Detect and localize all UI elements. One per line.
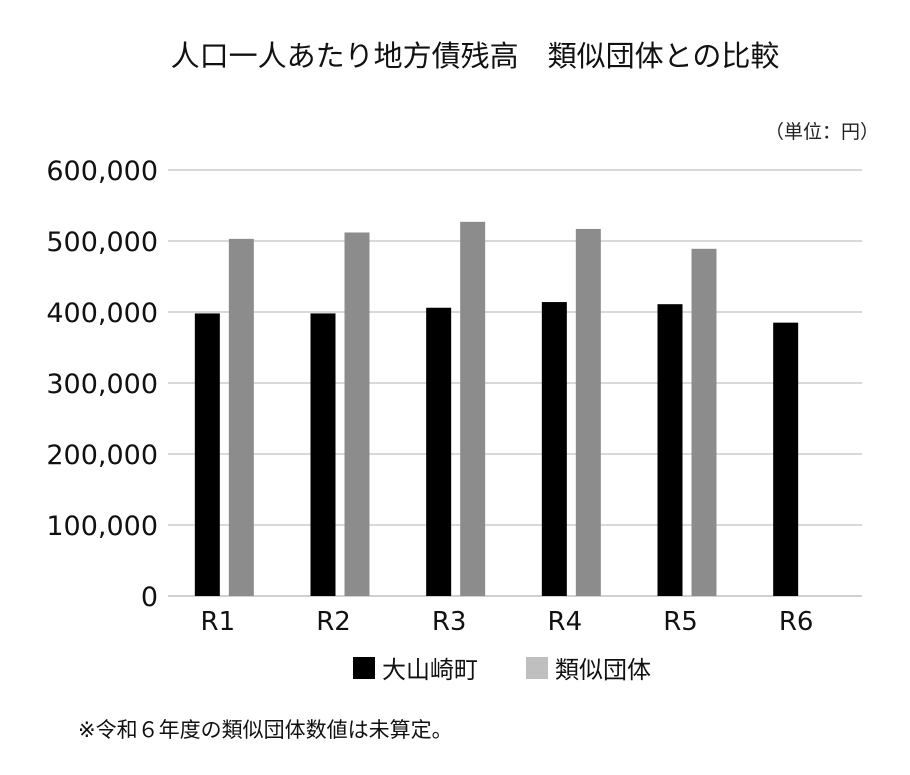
- bar-oyamazaki-r6: [773, 322, 799, 596]
- bars: [194, 221, 799, 597]
- y-tick-label: 200,000: [46, 440, 158, 471]
- gridlines: [168, 169, 862, 597]
- footnote: ※令和６年度の類似団体数値は未算定。: [78, 718, 453, 742]
- unit-label: （単位：円）: [765, 121, 879, 143]
- legend-label-oyamazaki: 大山崎町: [382, 656, 478, 684]
- x-axis-tick-labels: R1 R2 R3 R4 R5 R6: [201, 607, 814, 637]
- y-tick-label: 100,000: [46, 511, 158, 542]
- legend-swatch-oyamazaki: [353, 657, 375, 679]
- bar-ruiji-dantai-r2: [344, 232, 370, 597]
- bar-oyamazaki-r2: [310, 313, 336, 596]
- legend-swatch-ruiji-dantai: [526, 657, 548, 679]
- y-tick-label: 400,000: [46, 298, 158, 329]
- y-tick-label: 0: [141, 582, 158, 613]
- y-tick-label: 500,000: [46, 227, 158, 258]
- y-tick-label: 300,000: [46, 369, 158, 400]
- bar-oyamazaki-r5: [657, 304, 683, 596]
- bar-oyamazaki-r3: [426, 307, 452, 596]
- x-tick-label: R2: [316, 607, 351, 637]
- bar-oyamazaki-r1: [194, 313, 220, 596]
- x-tick-label: R6: [779, 607, 814, 637]
- bar-ruiji-dantai-r5: [691, 248, 717, 596]
- y-tick-label: 600,000: [46, 156, 158, 187]
- x-tick-label: R4: [548, 607, 583, 637]
- bar-ruiji-dantai-r1: [228, 238, 254, 596]
- x-tick-label: R3: [432, 607, 467, 637]
- bar-oyamazaki-r4: [541, 302, 567, 596]
- bar-ruiji-dantai-r4: [575, 228, 601, 596]
- chart-title: 人口一人あたり地方債残高 類似団体との比較: [171, 39, 780, 73]
- y-axis-tick-labels: 0 100,000 200,000 300,000 400,000 500,000 600,…: [46, 156, 158, 613]
- legend-label-ruiji-dantai: 類似団体: [555, 656, 651, 684]
- x-tick-label: R5: [663, 607, 698, 637]
- bar-ruiji-dantai-r3: [460, 221, 486, 596]
- x-tick-label: R1: [201, 607, 236, 637]
- legend: 大山崎町 類似団体: [353, 656, 651, 684]
